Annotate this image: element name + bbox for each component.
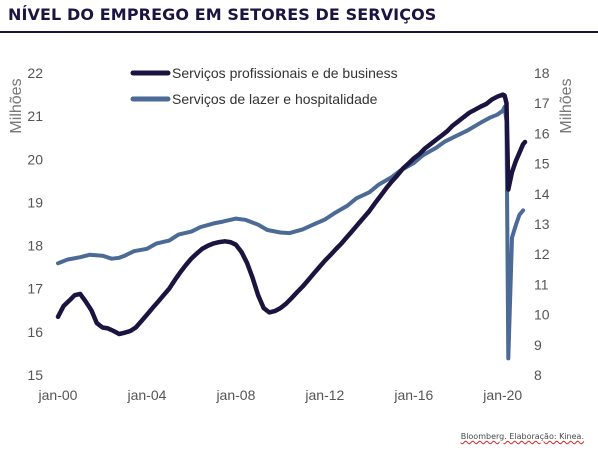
series-line-leisure [56, 104, 526, 361]
title-rule [0, 31, 598, 33]
right-tick-label: 15 [534, 156, 550, 172]
x-tick-label: jan-00 [38, 387, 78, 403]
x-tick-label: jan-16 [393, 387, 433, 403]
left-axis-ticks: 15 16 17 18 19 20 21 22 [27, 65, 43, 383]
right-axis-label: Milhões [558, 78, 575, 133]
left-axis-label: Milhões [8, 78, 25, 133]
left-tick-label: 19 [27, 194, 43, 210]
right-tick-label: 17 [534, 95, 550, 111]
right-tick-label: 11 [534, 276, 549, 292]
left-tick-label: 22 [27, 65, 43, 81]
x-axis-ticks: jan-00 jan-04 jan-08 jan-12 jan-16 jan-20 [38, 387, 523, 403]
right-tick-label: 16 [534, 125, 550, 141]
left-tick-label: 21 [27, 108, 43, 124]
right-axis-ticks: 8 9 10 11 12 13 14 15 16 17 18 [534, 65, 550, 383]
left-tick-label: 17 [27, 281, 43, 297]
x-tick-label: jan-20 [482, 387, 522, 403]
legend: Serviços profissionais e de business Ser… [130, 65, 398, 107]
x-tick-label: jan-08 [215, 387, 255, 403]
right-tick-label: 14 [534, 186, 550, 202]
left-tick-label: 15 [27, 367, 43, 383]
legend-label-leisure: Serviços de lazer e hospitalidade [172, 91, 378, 107]
right-tick-label: 10 [534, 307, 550, 323]
x-tick-label: jan-04 [126, 387, 166, 403]
right-tick-label: 12 [534, 246, 550, 262]
left-tick-label: 20 [27, 151, 43, 167]
source-text: Bloomberg. Elaboração: Kinea. [460, 432, 584, 441]
right-tick-label: 13 [534, 216, 550, 232]
series-line-business [55, 92, 528, 337]
line-chart: Milhões Milhões 15 16 17 18 19 20 21 22 8 9 10 11 1… [8, 65, 575, 403]
right-tick-label: 8 [534, 367, 542, 383]
chart-title: NÍVEL DO EMPREGO EM SETORES DE SERVIÇOS [8, 5, 437, 24]
left-tick-label: 18 [27, 238, 43, 254]
left-tick-label: 16 [27, 324, 43, 340]
source-note: Bloomberg. Elaboração: Kinea. [461, 432, 584, 441]
series-layer [55, 92, 528, 361]
right-tick-label: 9 [534, 337, 542, 353]
right-tick-label: 18 [534, 65, 550, 81]
legend-label-business: Serviços profissionais e de business [172, 65, 398, 81]
x-tick-label: jan-12 [304, 387, 344, 403]
